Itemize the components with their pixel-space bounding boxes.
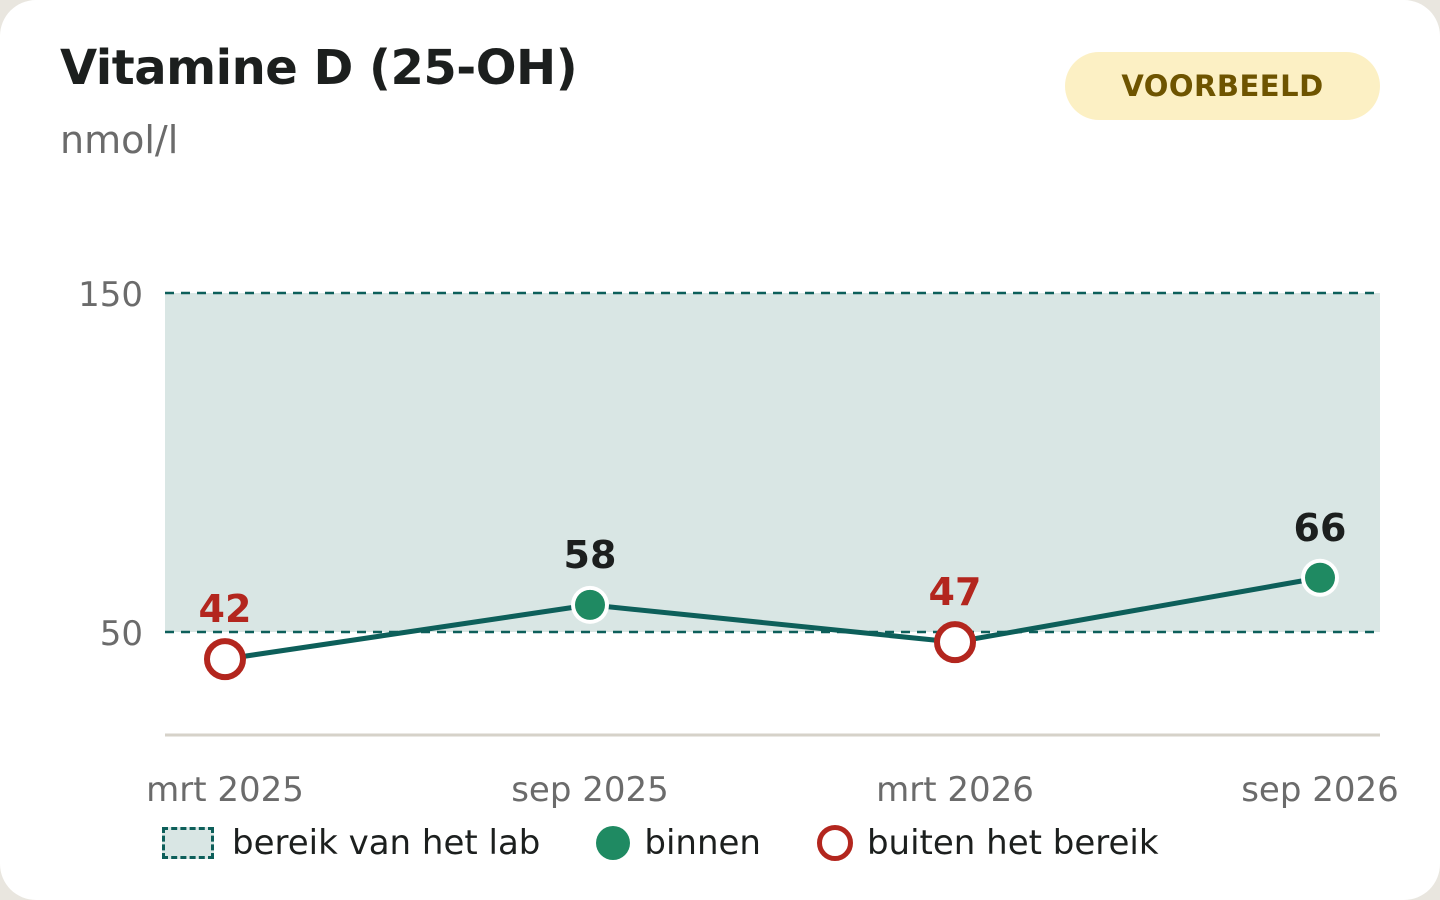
chart-legend: bereik van het lab binnen buiten het ber… <box>162 818 1215 868</box>
legend-item-range: bereik van het lab <box>162 823 540 863</box>
data-point-in-range <box>575 589 605 620</box>
series-line <box>222 575 1323 662</box>
x-tick-label: sep 2026 <box>1241 770 1399 810</box>
y-tick-label: 150 <box>78 275 143 315</box>
data-point-out-of-range <box>934 621 976 664</box>
x-tick-label: sep 2025 <box>511 770 669 810</box>
in-range-dot-icon <box>596 826 631 860</box>
data-point-out-of-range <box>204 638 246 681</box>
chart-title: Vitamine D (25-OH) <box>60 40 578 96</box>
legend-label-range: bereik van het lab <box>232 823 541 863</box>
legend-label-out: buiten het bereik <box>866 823 1159 863</box>
data-label: 66 <box>1294 506 1347 550</box>
reference-range-band <box>165 293 1380 632</box>
x-tick-label: mrt 2026 <box>876 770 1034 810</box>
out-of-range-ring-icon <box>816 825 853 861</box>
chart-unit: nmol/l <box>60 118 179 162</box>
data-label: 47 <box>929 570 982 614</box>
data-label: 58 <box>564 533 617 577</box>
example-badge-label: VOORBEELD <box>1121 69 1324 103</box>
y-tick-label: 50 <box>100 614 143 654</box>
x-tick-label: mrt 2025 <box>146 770 304 810</box>
range-swatch-icon <box>162 827 214 859</box>
data-point-in-range <box>1305 562 1335 593</box>
legend-label-in: binnen <box>644 823 761 863</box>
data-label: 42 <box>199 587 252 631</box>
example-badge: VOORBEELD <box>1065 52 1380 120</box>
legend-item-in: binnen <box>596 823 761 863</box>
legend-item-out: buiten het bereik <box>816 823 1159 863</box>
